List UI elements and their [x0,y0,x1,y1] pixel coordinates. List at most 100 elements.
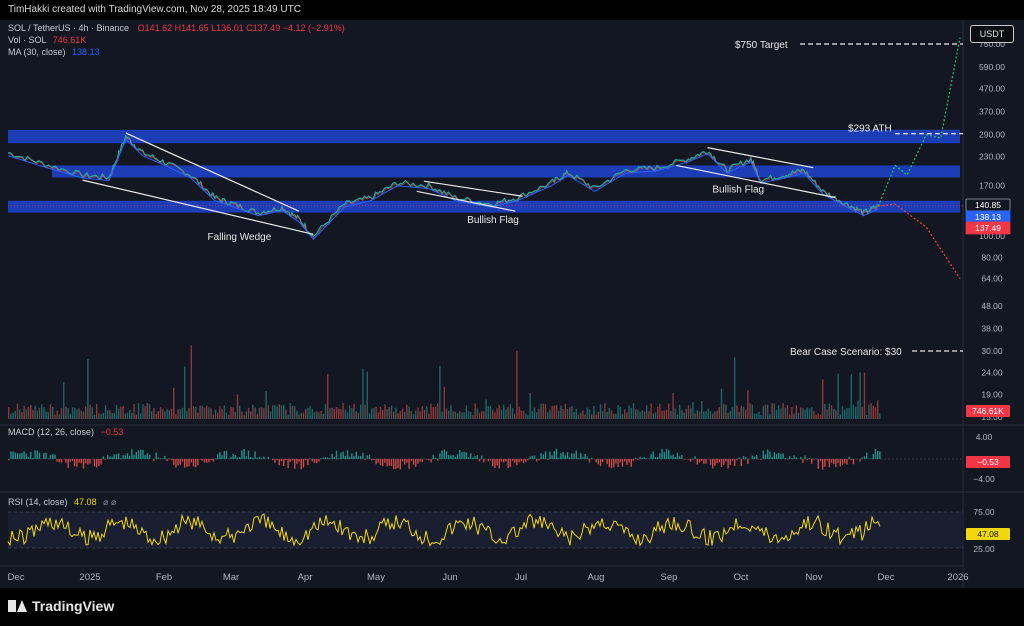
macd-histogram-bar [146,453,148,459]
volume-bar [731,407,734,419]
macd-histogram-bar [547,459,549,460]
volume-bar [538,408,540,419]
volume-bar [351,408,353,419]
macd-histogram-bar [386,459,388,467]
time-tick-label: Mar [223,572,239,583]
volume-bar [564,403,566,419]
macd-histogram-bar [415,459,417,467]
macd-histogram-bar [258,456,261,459]
volume-bar [599,404,602,419]
volume-bar [371,408,373,419]
macd-histogram-bar [203,459,206,463]
macd-histogram-bar [311,459,313,462]
volume-bar [397,413,399,419]
volume-bar [877,400,879,419]
volume-bar [294,406,296,419]
volume-bar [82,411,85,419]
macd-histogram-bar [291,459,294,461]
volume-bar [573,412,575,419]
macd-histogram-bar [219,452,221,459]
volume-bar [23,405,25,419]
volume-bar [14,410,16,419]
macd-histogram-bar [826,459,828,461]
volume-bar [566,408,569,419]
rsi-tick-label: 25.00 [973,544,995,554]
volume-bar [170,408,173,419]
volume-bar [243,414,245,419]
volume-bar [208,407,210,419]
macd-histogram-bar [582,457,584,459]
macd-histogram-bar [639,456,641,459]
macd-histogram-bar [401,459,404,462]
volume-bar [795,405,797,419]
volume-bar [355,411,357,419]
volume-bar [285,409,287,419]
macd-histogram-bar [641,457,643,459]
macd-histogram-bar [531,455,533,459]
volume-bar [454,411,456,419]
currency-button[interactable]: USDT [970,25,1014,43]
price-tag-label: 140.85 [975,200,1001,210]
macd-histogram-bar [280,459,283,462]
volume-bar [747,390,749,419]
macd-histogram-bar [800,457,802,459]
price-tick-label: 24.00 [981,367,1003,377]
macd-histogram-bar [657,457,659,459]
volume-bar [219,406,221,419]
volume-bar [696,410,698,419]
volume-bar [593,405,595,419]
macd-histogram-bar [852,459,855,465]
ma-label: MA (30, close) [8,47,66,57]
macd-histogram-bar [450,455,452,459]
volume-bar [375,407,377,419]
volume-bar [663,410,665,419]
volume-bar [562,409,564,419]
volume-bar [720,388,723,419]
volume-bar [577,414,580,419]
macd-histogram-bar [712,459,714,469]
macd-histogram-bar [192,459,195,467]
volume-bar [111,412,113,419]
volume-bar [826,409,828,419]
volume-bar [591,414,593,419]
macd-histogram-bar [432,454,434,459]
volume-bar [800,407,802,419]
legend-volume-row: Vol · SOL 746.61K [8,35,86,45]
macd-histogram-bar [274,459,276,463]
macd-histogram-bar [344,456,346,459]
macd-histogram-bar [760,459,762,460]
macd-histogram-bar [690,459,692,462]
volume-bar [98,413,100,419]
price-tag-bg [965,221,1011,235]
macd-histogram-bar [366,455,368,459]
macd-histogram-bar [58,459,60,463]
macd-histogram-bar [511,459,514,461]
macd-histogram-bar [206,459,208,463]
macd-histogram-bar [551,455,553,459]
macd-histogram-bar [195,459,197,468]
volume-bar [63,382,65,419]
volume-bar [395,407,397,419]
volume-bar [404,412,406,419]
price-tick-label: 290.00 [979,130,1005,140]
volume-bar [857,400,859,419]
symbol-label: SOL / TetherUS · 4h · Binance [8,23,130,33]
macd-histogram-bar [692,459,694,460]
rsi-tag-bg [966,528,1010,540]
volume-bar [197,412,199,419]
macd-histogram-bar [155,452,157,459]
volume-bar [848,407,850,419]
macd-histogram-bar [74,459,76,467]
rsi-tick-label: 75.00 [973,507,995,517]
volume-bar [346,412,349,419]
volume-bar [558,410,560,419]
price-tick-label: 590.00 [979,62,1005,72]
volume-bar [775,409,778,419]
volume-bar [159,407,162,419]
volume-bar [76,409,78,419]
time-tick-label: Sep [661,572,678,583]
macd-histogram-bar [538,459,540,461]
volume-bar [107,410,109,419]
volume-bar [274,405,276,419]
macd-histogram-bar [135,452,137,459]
